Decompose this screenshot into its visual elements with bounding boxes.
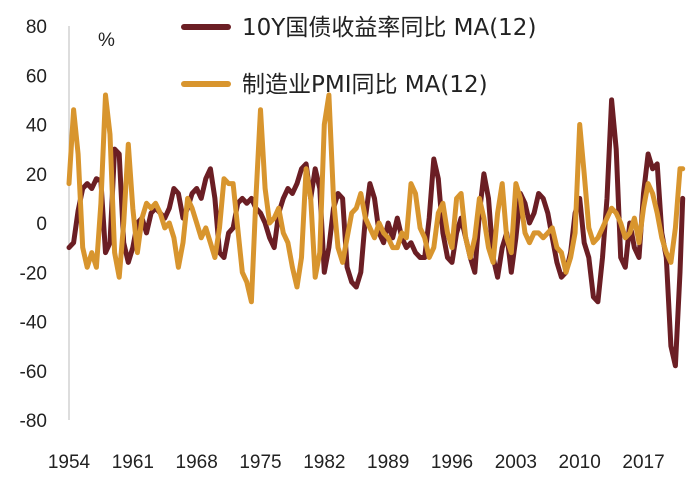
unit-label: % <box>98 30 115 51</box>
y-tick-label: -80 <box>20 411 47 432</box>
x-tick-label: 1968 <box>176 452 218 473</box>
x-tick-label: 1961 <box>112 452 154 473</box>
y-tick-label: 20 <box>26 165 47 186</box>
y-axis-ticks: 80 60 40 20 0 -20 -40 -60 -80 <box>20 17 47 432</box>
y-tick-label: 0 <box>36 214 47 235</box>
x-axis-ticks: 1954 1961 1968 1975 1982 1989 1996 2003 2010 2017 <box>48 452 665 473</box>
series-line-10y-yield <box>66 97 686 369</box>
x-tick-label: 2010 <box>559 452 601 473</box>
x-tick-label: 2017 <box>622 452 664 473</box>
y-tick-label: -20 <box>20 263 47 284</box>
legend-label-pmi: 制造业PMI同比 MA(12) <box>242 72 488 98</box>
x-tick-label: 1982 <box>303 452 345 473</box>
series-lines <box>66 92 686 369</box>
x-tick-label: 1975 <box>239 452 281 473</box>
y-tick-label: 40 <box>26 116 47 137</box>
x-tick-label: 1996 <box>431 452 473 473</box>
y-tick-label: -60 <box>20 362 47 383</box>
x-tick-label: 2003 <box>495 452 537 473</box>
x-tick-label: 1954 <box>48 452 91 473</box>
y-tick-label: 80 <box>26 17 47 38</box>
series-line-pmi <box>66 92 686 305</box>
legend-label-10y-yield: 10Y国债收益率同比 MA(12) <box>242 15 536 41</box>
x-tick-label: 1989 <box>367 452 409 473</box>
legend: 10Y国债收益率同比 MA(12) 制造业PMI同比 MA(12) <box>181 15 536 98</box>
y-tick-label: -40 <box>20 313 47 334</box>
y-tick-label: 60 <box>26 66 47 87</box>
